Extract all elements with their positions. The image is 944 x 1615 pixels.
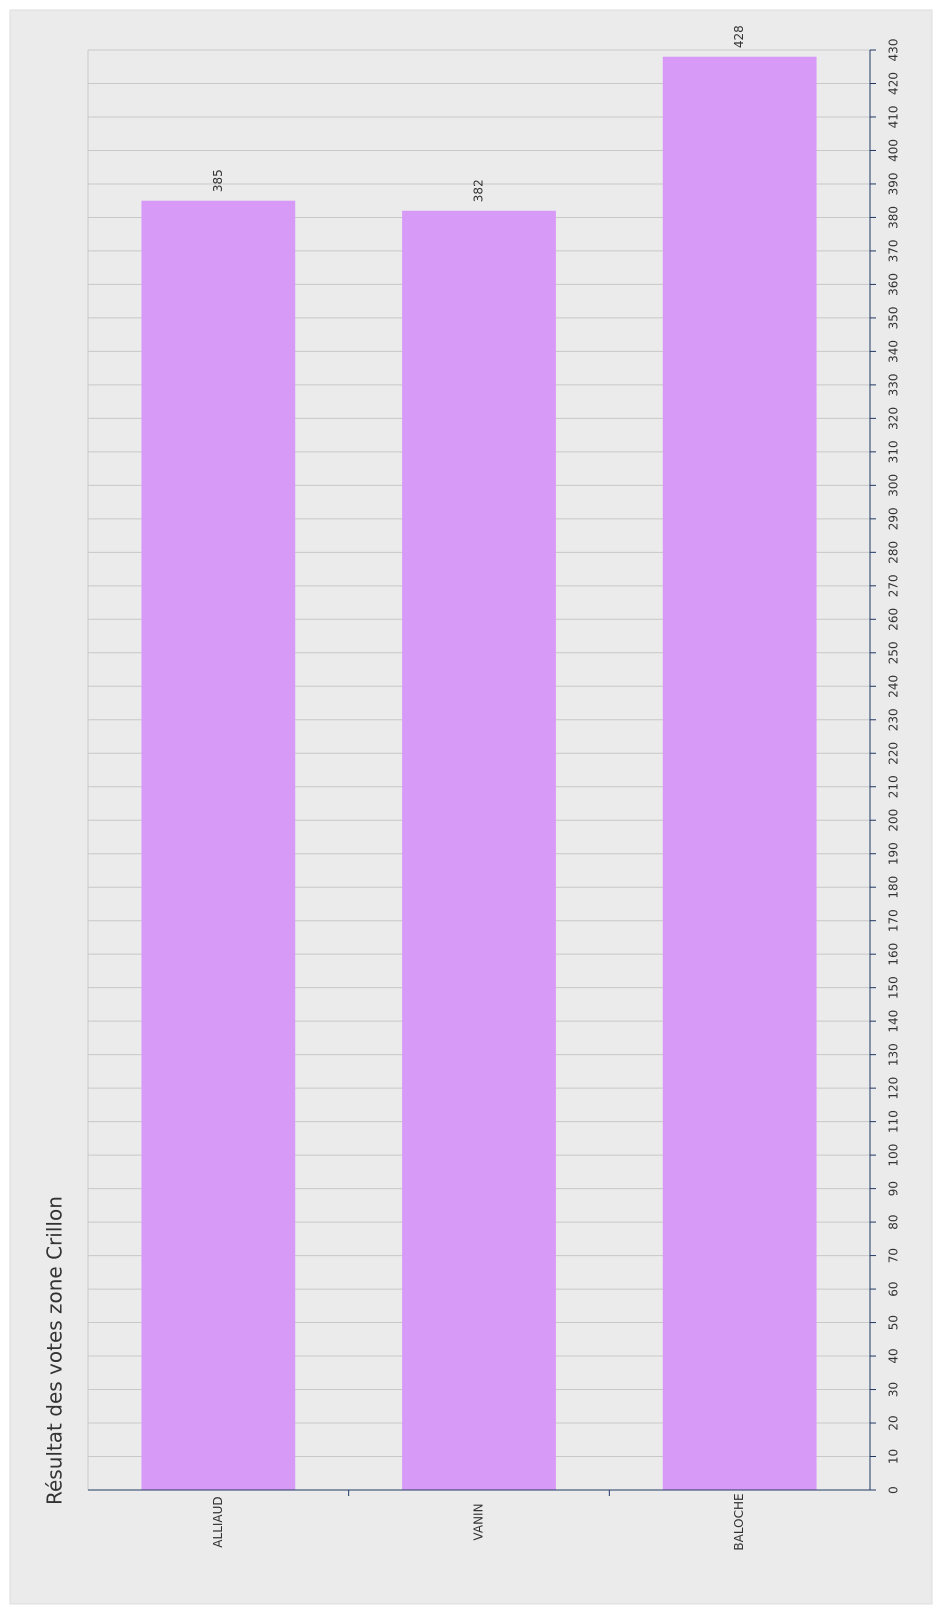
y-tick-label: 230 — [887, 708, 901, 731]
y-tick-label: 420 — [887, 72, 901, 95]
y-tick-label: 350 — [887, 306, 901, 329]
y-tick-label: 330 — [887, 373, 901, 396]
y-tick-label: 200 — [887, 809, 901, 832]
y-tick-label: 390 — [887, 173, 901, 196]
y-tick-label: 150 — [887, 976, 901, 999]
y-tick-label: 260 — [887, 608, 901, 631]
y-tick-label: 50 — [887, 1315, 901, 1330]
y-tick-label: 90 — [887, 1181, 901, 1196]
y-tick-label: 10 — [887, 1449, 901, 1464]
y-tick-label: 160 — [887, 943, 901, 966]
y-tick-label: 360 — [887, 273, 901, 296]
y-tick-label: 180 — [887, 876, 901, 899]
y-tick-label: 220 — [887, 742, 901, 765]
x-tick-label: VANIN — [472, 1503, 486, 1540]
y-tick-label: 190 — [887, 842, 901, 865]
y-tick-label: 290 — [887, 507, 901, 530]
y-tick-label: 60 — [887, 1281, 901, 1296]
y-tick-label: 100 — [887, 1144, 901, 1167]
y-tick-label: 340 — [887, 340, 901, 363]
y-tick-label: 140 — [887, 1010, 901, 1033]
y-tick-label: 80 — [887, 1214, 901, 1229]
data-label: 385 — [211, 169, 225, 192]
y-tick-label: 300 — [887, 474, 901, 497]
bar — [402, 210, 556, 1491]
y-tick-label: 130 — [887, 1043, 901, 1066]
y-tick-label: 170 — [887, 909, 901, 932]
y-tick-label: 370 — [887, 239, 901, 262]
data-label: 428 — [732, 25, 746, 48]
y-tick-label: 0 — [887, 1486, 901, 1494]
bar — [662, 56, 817, 1491]
y-tick-label: 30 — [887, 1382, 901, 1397]
y-tick-label: 40 — [887, 1348, 901, 1363]
y-tick-label: 210 — [887, 775, 901, 798]
y-tick-label: 380 — [887, 206, 901, 229]
y-tick-label: 280 — [887, 541, 901, 564]
y-tick-label: 240 — [887, 675, 901, 698]
y-tick-label: 320 — [887, 407, 901, 430]
y-tick-label: 120 — [887, 1077, 901, 1100]
bar — [141, 200, 296, 1491]
x-tick-label: ALLIAUD — [211, 1496, 225, 1547]
y-tick-label: 430 — [887, 39, 901, 62]
y-tick-label: 400 — [887, 139, 901, 162]
data-label: 382 — [472, 179, 486, 202]
y-tick-label: 270 — [887, 574, 901, 597]
y-tick-label: 20 — [887, 1415, 901, 1430]
chart-title: Résultat des votes zone Crillon — [43, 1196, 67, 1505]
y-tick-label: 70 — [887, 1248, 901, 1263]
y-tick-label: 310 — [887, 440, 901, 463]
y-tick-label: 110 — [887, 1110, 901, 1133]
y-tick-label: 410 — [887, 106, 901, 129]
x-tick-label: BALOCHE — [732, 1493, 746, 1550]
y-tick-label: 250 — [887, 641, 901, 664]
